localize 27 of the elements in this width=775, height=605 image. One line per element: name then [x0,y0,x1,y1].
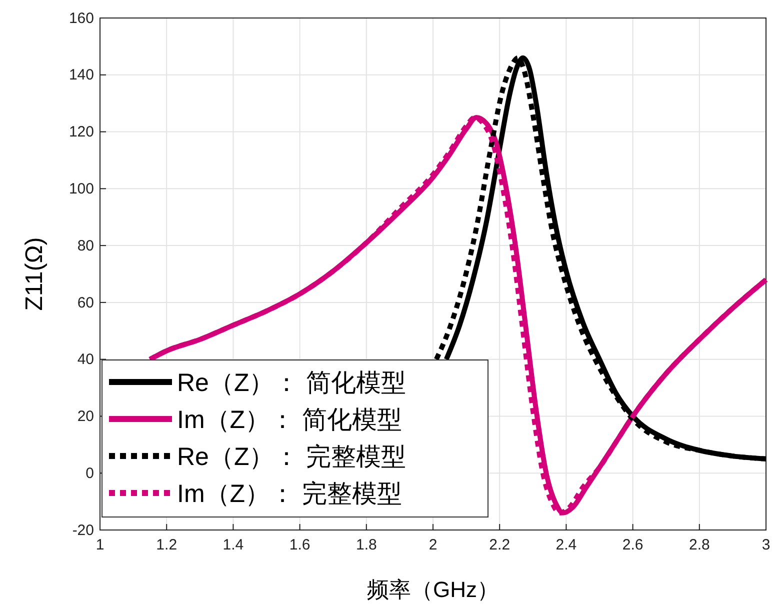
x-axis-title: 频率（GHz） [367,577,499,602]
y-tick-label: 100 [68,180,94,198]
y-axis-title: Z11(Ω) [21,237,48,311]
x-tick-label: 1.6 [289,536,310,554]
y-tick-label: -20 [72,522,94,539]
y-tick-label: 40 [77,351,94,368]
legend-label: Im（Z）： 完整模型 [177,480,402,508]
x-tick-label: 1.4 [222,536,244,554]
y-tick-label: 80 [77,237,94,254]
x-tick-label: 2 [428,536,438,554]
x-tick-label: 2.4 [556,536,577,554]
y-tick-label: 140 [68,66,94,84]
x-tick-label: 2.6 [622,536,644,554]
y-tick-label: 20 [77,408,94,426]
legend-label: Im（Z）： 简化模型 [177,406,402,434]
x-tick-label: 3 [762,536,770,554]
y-tick-label: 60 [77,294,94,312]
y-tick-label: 160 [68,10,94,27]
legend-label: Re（Z）： 简化模型 [177,369,406,397]
x-tick-label: 2.8 [688,536,710,554]
x-tick-label: 1 [96,536,104,554]
legend-label: Re（Z）： 完整模型 [177,443,406,471]
y-tick-label: 0 [86,464,94,482]
x-tick-label: 2.2 [489,536,510,554]
x-tick-label: 1.2 [156,536,178,554]
x-tick-label: 1.8 [356,536,377,554]
y-tick-label: 120 [68,124,94,141]
